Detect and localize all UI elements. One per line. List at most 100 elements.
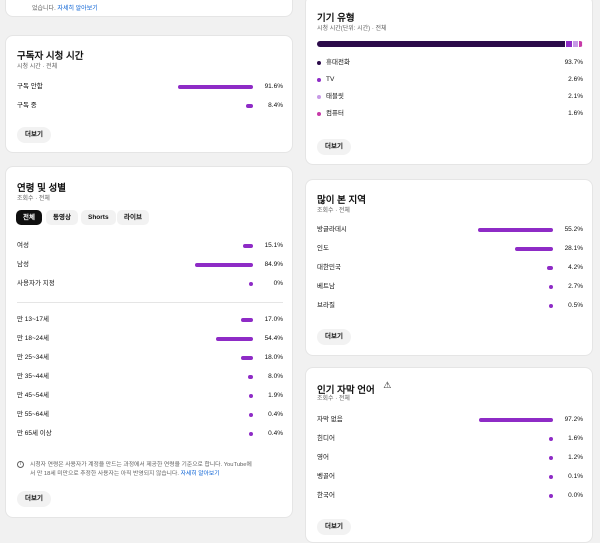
- stat-row: TV 2.6%: [317, 74, 583, 86]
- row-bar: [216, 337, 253, 341]
- learn-more-link[interactable]: 자세히 알아보기: [57, 6, 98, 12]
- row-label: 베트남: [317, 283, 335, 290]
- stat-row: 힌디어 1.6%: [317, 433, 583, 445]
- top-snippet: 었습니다. 자세히 알아보기: [32, 3, 98, 12]
- stat-row: 휴대전화 93.7%: [317, 57, 583, 69]
- stat-row: 여성 15.1%: [17, 240, 283, 252]
- row-bar: [249, 413, 253, 417]
- row-bar: [549, 456, 553, 460]
- row-label: 한국어: [317, 492, 335, 499]
- stat-row: 만 13~17세 17.0%: [17, 314, 283, 326]
- more-button[interactable]: 더보기: [317, 139, 351, 155]
- tab-all[interactable]: 전체: [16, 210, 42, 225]
- row-label: 휴대전화: [326, 59, 350, 66]
- row-label: 브라질: [317, 302, 335, 309]
- row-percent: 0.4%: [268, 430, 283, 437]
- top-regions-card: 많이 본 지역 조회수 · 전체 더보기 방글라데시 55.2% 인도 28.1% 대한…: [305, 179, 593, 356]
- row-percent: 84.9%: [264, 261, 283, 268]
- more-button[interactable]: 더보기: [17, 491, 51, 507]
- tab-live[interactable]: 라이브: [117, 210, 149, 225]
- device-bar-segment: [573, 41, 579, 47]
- row-bar: [249, 282, 253, 286]
- row-percent: 1.6%: [568, 110, 583, 117]
- row-percent: 2.1%: [568, 93, 583, 100]
- row-label: 컴퓨터: [326, 110, 344, 117]
- row-percent: 2.7%: [568, 283, 583, 290]
- stat-row: 만 35~44세 8.0%: [17, 371, 283, 383]
- stat-row: 대한민국 4.2%: [317, 262, 583, 274]
- more-button[interactable]: 더보기: [317, 329, 351, 345]
- top-partial-card: 었습니다. 자세히 알아보기: [5, 0, 293, 17]
- row-percent: 1.9%: [268, 392, 283, 399]
- more-button[interactable]: 더보기: [317, 519, 351, 535]
- row-label: 만 25~34세: [17, 354, 50, 361]
- row-label: 구독 안함: [17, 83, 43, 90]
- legend-dot: [317, 112, 321, 116]
- card-title: 연령 및 성별: [17, 183, 66, 194]
- row-percent: 15.1%: [264, 242, 283, 249]
- row-bar: [478, 228, 553, 232]
- row-label: TV: [326, 76, 335, 83]
- device-bar-segment: [578, 41, 583, 47]
- legend-dot: [317, 61, 321, 65]
- row-label: 태블릿: [326, 93, 344, 100]
- row-percent: 2.6%: [568, 76, 583, 83]
- stat-row: 만 18~24세 54.4%: [17, 333, 283, 345]
- row-percent: 8.4%: [268, 102, 283, 109]
- subscriber-watch-card: 구독자 시청 시간 시청 시간 · 전체 더보기 구독 안함 91.6% 구독 중 8…: [5, 35, 293, 153]
- row-bar: [515, 247, 553, 251]
- tab-shorts[interactable]: Shorts: [81, 210, 116, 225]
- row-label: 자막 없음: [317, 416, 343, 423]
- legend-dot: [317, 95, 321, 99]
- device-type-card: 기기 유형 시청 시간(단위: 시간) · 전체 더보기 휴대전화 93.7% TV…: [305, 0, 593, 165]
- row-percent: 8.0%: [268, 373, 283, 380]
- card-subtitle: 조회수 · 전체: [317, 396, 350, 402]
- row-label: 여성: [17, 242, 29, 249]
- row-label: 만 13~17세: [17, 316, 50, 323]
- legend-dot: [317, 78, 321, 82]
- row-percent: 91.6%: [264, 83, 283, 90]
- row-label: 힌디어: [317, 435, 335, 442]
- stat-row: 구독 안함 91.6%: [17, 81, 283, 93]
- row-bar: [549, 475, 553, 479]
- warning-icon[interactable]: ⚠: [383, 380, 392, 390]
- row-bar: [549, 285, 553, 289]
- stat-row: 브라질 0.5%: [317, 300, 583, 312]
- note-line-2: 서 만 18세 미만으로 추정한 사용자는 아직 반영되지 않습니다.: [30, 471, 179, 477]
- row-bar: [547, 266, 553, 270]
- row-bar: [479, 418, 553, 422]
- row-percent: 93.7%: [564, 59, 583, 66]
- row-percent: 18.0%: [264, 354, 283, 361]
- row-bar: [240, 356, 253, 360]
- row-bar: [249, 432, 253, 436]
- row-bar: [549, 494, 553, 498]
- card-title: 기기 유형: [317, 13, 355, 24]
- top-snippet-text: 었습니다.: [32, 6, 56, 12]
- stat-row: 만 25~34세 18.0%: [17, 352, 283, 364]
- row-bar: [549, 304, 553, 308]
- row-bar: [195, 263, 253, 267]
- row-label: 사용자가 지정: [17, 280, 55, 287]
- card-title-row: 인기 자막 언어 ⚠: [317, 380, 391, 398]
- row-label: 만 35~44세: [17, 373, 50, 380]
- section-divider: [17, 302, 283, 303]
- row-bar: [177, 85, 253, 89]
- row-bar: [249, 394, 253, 398]
- row-bar: [242, 244, 253, 248]
- stat-row: 벵골어 0.1%: [317, 471, 583, 483]
- row-label: 구독 중: [17, 102, 37, 109]
- age-gender-card: 연령 및 성별 조회수 · 전체 전체 동영상 Shorts 라이브 i 시청자…: [5, 166, 293, 518]
- row-percent: 0.5%: [568, 302, 583, 309]
- device-bar-segment: [566, 41, 574, 47]
- stat-row: 구독 중 8.4%: [17, 100, 283, 112]
- more-button[interactable]: 더보기: [17, 127, 51, 143]
- tab-videos[interactable]: 동영상: [46, 210, 78, 225]
- row-label: 남성: [17, 261, 29, 268]
- note-line-1: 시청자 연령은 사용자가 계정을 만드는 과정에서 제공한 연령을 기준으로 합…: [30, 462, 252, 468]
- row-percent: 1.2%: [568, 454, 583, 461]
- row-label: 방글라데시: [317, 226, 347, 233]
- learn-more-link[interactable]: 자세히 알아보기: [180, 471, 220, 477]
- stat-row: 방글라데시 55.2%: [317, 224, 583, 236]
- device-stacked-bar: [317, 41, 583, 47]
- row-percent: 0.0%: [568, 492, 583, 499]
